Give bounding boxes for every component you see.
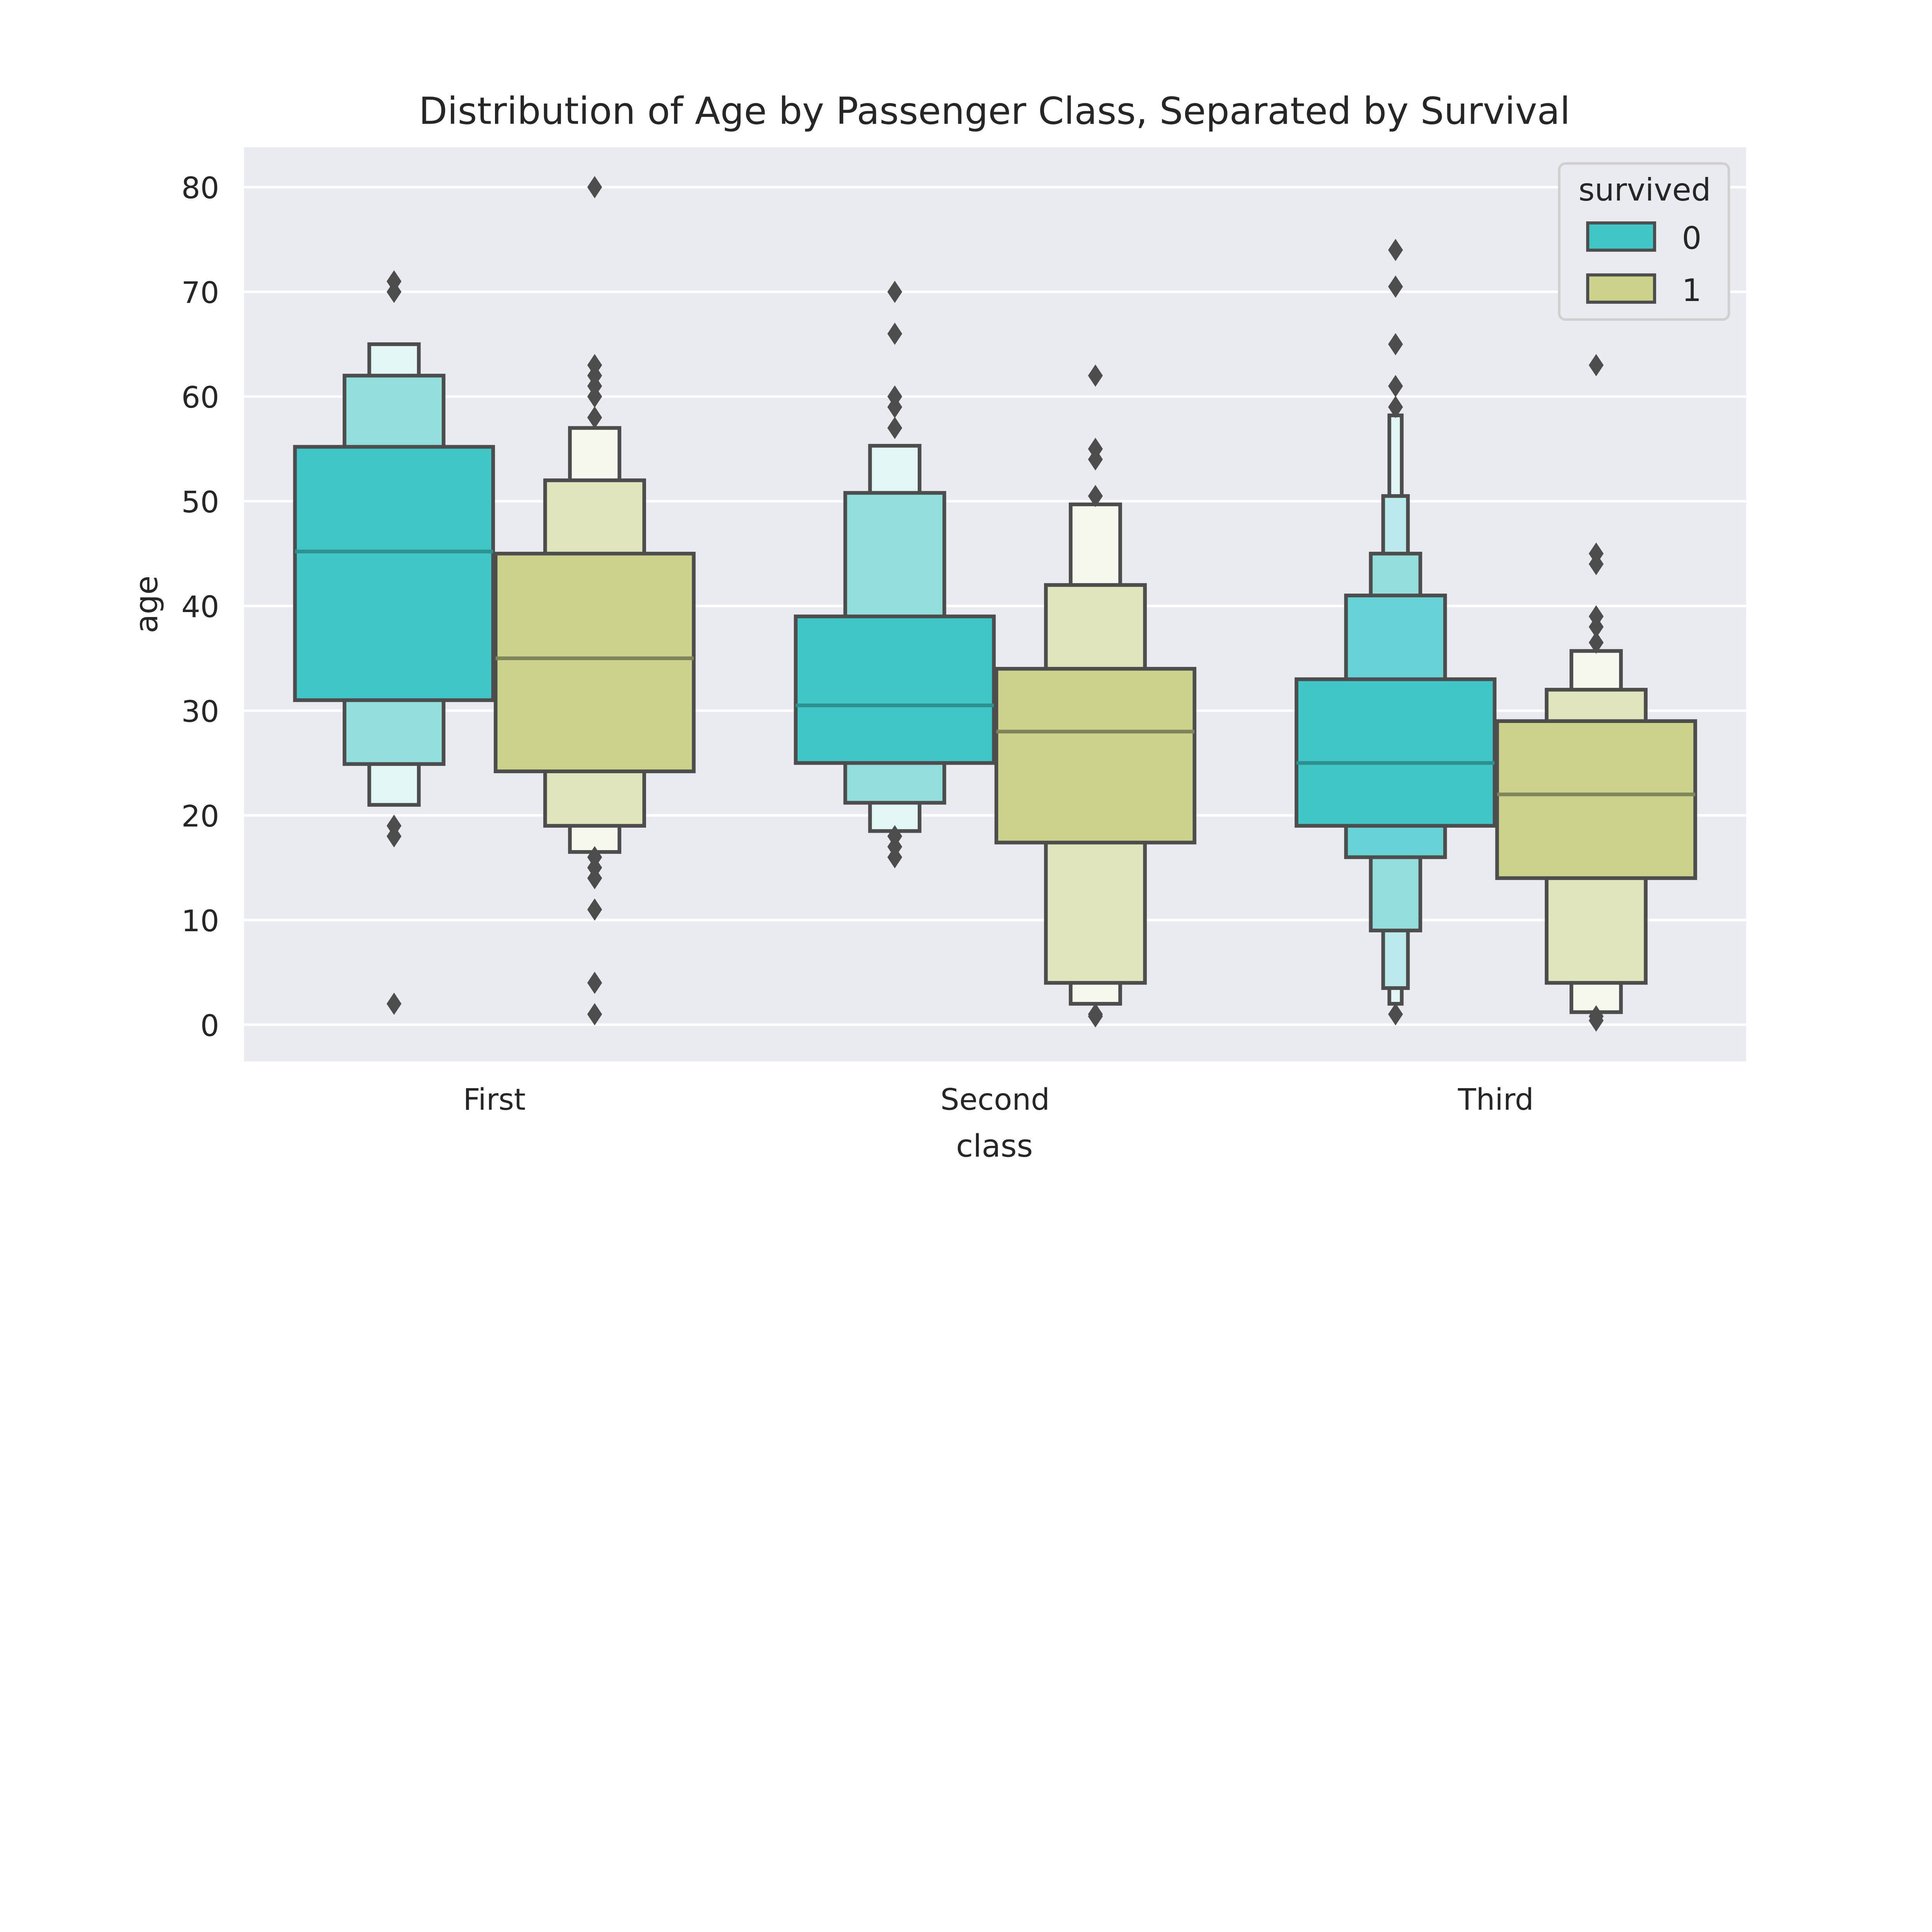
outlier-point bbox=[1088, 448, 1103, 471]
outlier-point bbox=[1388, 375, 1403, 398]
outlier-point bbox=[1388, 1003, 1403, 1026]
outlier-point bbox=[1588, 1009, 1604, 1032]
boxen-0-first bbox=[293, 270, 495, 1015]
outlier-point bbox=[887, 396, 902, 418]
x-tick-label: Third bbox=[1458, 1083, 1534, 1117]
outlier-point bbox=[1088, 364, 1103, 387]
outlier-point bbox=[1088, 485, 1103, 507]
outlier-point bbox=[887, 281, 902, 303]
legend: survived 0 1 bbox=[1558, 162, 1730, 321]
y-tick-label: 60 bbox=[181, 381, 219, 415]
y-tick-label: 80 bbox=[181, 171, 219, 206]
letter-value-box bbox=[293, 445, 495, 702]
letter-value-box bbox=[794, 614, 996, 765]
x-axis-label: class bbox=[956, 1128, 1033, 1164]
boxen-1-third bbox=[1495, 354, 1697, 1032]
y-tick-label: 70 bbox=[181, 276, 219, 310]
boxen-0-second bbox=[794, 281, 996, 869]
x-ticks: First Second Third bbox=[463, 1083, 1534, 1117]
y-tick-label: 50 bbox=[181, 485, 219, 520]
outlier-point bbox=[1588, 553, 1604, 575]
y-tick-label: 40 bbox=[181, 590, 219, 624]
legend-title: survived bbox=[1578, 172, 1711, 208]
chart-title: Distribution of Age by Passenger Class, … bbox=[419, 90, 1570, 133]
outlier-point bbox=[1088, 1005, 1103, 1028]
boxen-1-second bbox=[994, 364, 1197, 1028]
y-ticks: 0 10 20 30 40 50 60 70 80 bbox=[181, 171, 219, 1043]
y-tick-label: 0 bbox=[200, 1009, 219, 1043]
letter-value-box bbox=[1495, 719, 1697, 880]
legend-swatch-0 bbox=[1586, 221, 1656, 252]
letter-value-box bbox=[1294, 677, 1497, 828]
outlier-point bbox=[1388, 333, 1403, 355]
outlier-point bbox=[1588, 631, 1604, 654]
outlier-point bbox=[1388, 275, 1403, 298]
x-tick-label: Second bbox=[940, 1083, 1050, 1117]
outlier-point bbox=[1388, 239, 1403, 261]
outlier-point bbox=[887, 846, 902, 869]
letter-value-box bbox=[493, 551, 696, 774]
y-axis-label: age bbox=[129, 575, 165, 633]
outlier-point bbox=[887, 322, 902, 345]
outlier-point bbox=[1588, 616, 1604, 638]
legend-swatch-1 bbox=[1586, 273, 1656, 304]
y-tick-label: 10 bbox=[181, 904, 219, 939]
letter-value-box bbox=[994, 667, 1197, 845]
legend-label-1: 1 bbox=[1682, 272, 1702, 308]
boxen-0-third bbox=[1294, 239, 1497, 1026]
outlier-point bbox=[887, 417, 902, 439]
outlier-point bbox=[1588, 354, 1604, 376]
x-tick-label: First bbox=[463, 1083, 526, 1117]
legend-label-0: 0 bbox=[1682, 220, 1702, 256]
y-tick-label: 30 bbox=[181, 695, 219, 729]
outlier-point bbox=[1388, 396, 1403, 418]
y-tick-label: 20 bbox=[181, 799, 219, 834]
boxen-1-first bbox=[493, 176, 696, 1026]
marks bbox=[293, 176, 1697, 1032]
